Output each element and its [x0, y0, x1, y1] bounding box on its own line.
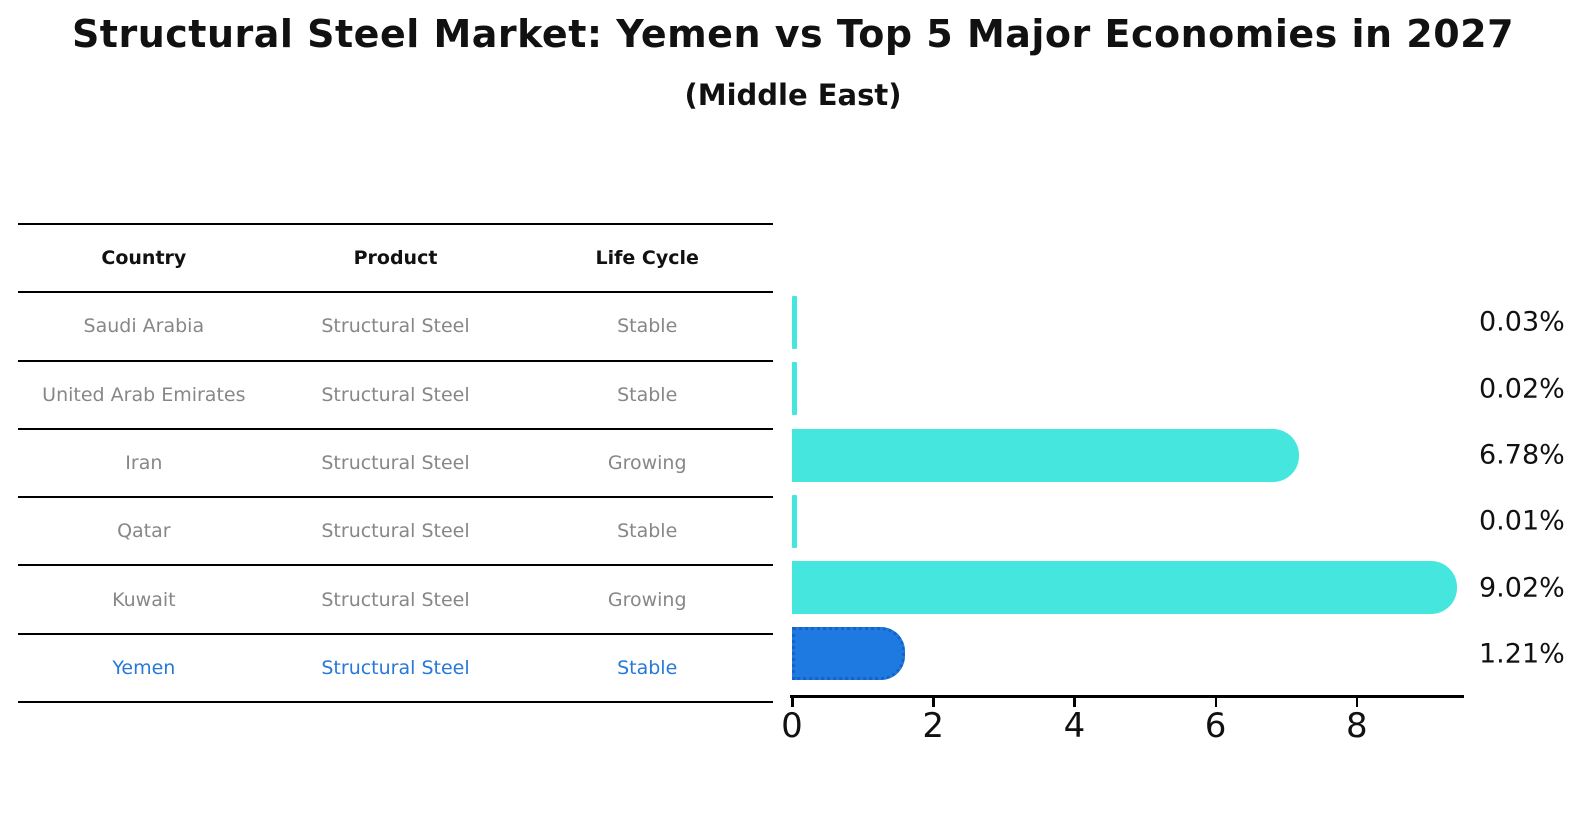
value-label: 0.02%	[1479, 373, 1565, 405]
table-cell-life-cycle: Stable	[617, 383, 678, 406]
value-label: 0.03%	[1479, 306, 1565, 338]
data-table: Country Product Life Cycle Saudi Arabia Stru…	[18, 223, 773, 704]
table-cell-country: Iran	[125, 452, 163, 475]
table-cell-life-cycle: Growing	[607, 452, 687, 475]
table-row: Kuwait Structural Steel Growing	[18, 566, 773, 635]
x-axis-tick-label: 4	[1063, 706, 1086, 746]
table-header-cell-country: Country	[101, 247, 187, 270]
x-axis-tick	[791, 698, 794, 707]
table-cell-country: United Arab Emirates	[42, 383, 246, 406]
bar-saudi-arabia	[792, 295, 797, 349]
table-cell-product: Structural Steel	[321, 588, 470, 611]
x-axis-line	[790, 695, 1464, 698]
table-cell-country: Qatar	[117, 520, 171, 543]
table-row: Iran Structural Steel Growing	[18, 430, 773, 499]
table-cell-product: Structural Steel	[321, 383, 470, 406]
table-header-row: Country Product Life Cycle	[18, 223, 773, 294]
x-axis-tick	[932, 698, 935, 707]
x-axis-tick-label: 2	[922, 706, 945, 746]
table-cell-country: Yemen	[112, 656, 176, 679]
value-label: 0.01%	[1479, 505, 1565, 537]
table-cell-life-cycle: Stable	[617, 656, 678, 679]
x-axis-tick	[1214, 698, 1218, 707]
table-cell-country: Saudi Arabia	[83, 315, 205, 338]
chart-subtitle: (Middle East)	[684, 78, 902, 112]
x-axis-tick-label: 8	[1345, 706, 1368, 746]
bar-kuwait	[792, 561, 1457, 615]
value-label: 9.02%	[1479, 572, 1565, 604]
x-axis-tick-label: 0	[781, 706, 803, 746]
table-cell-life-cycle: Stable	[617, 315, 678, 338]
table-header-cell-product: Product	[353, 247, 438, 270]
bar-united-arab-emirates	[792, 362, 797, 416]
table-cell-product: Structural Steel	[321, 315, 470, 338]
table-cell-product: Structural Steel	[321, 520, 470, 543]
table-cell-life-cycle: Stable	[617, 520, 678, 543]
table-cell-life-cycle: Growing	[607, 588, 687, 611]
table-cell-product: Structural Steel	[321, 656, 470, 679]
bar-iran	[792, 428, 1299, 482]
table-row: Saudi Arabia Structural Steel Stable	[18, 293, 773, 362]
bar-yemen	[792, 627, 905, 681]
table-header-cell-life-cycle: Life Cycle	[595, 247, 699, 270]
table-row: Qatar Structural Steel Stable	[18, 498, 773, 567]
x-axis-tick	[1355, 698, 1359, 707]
value-label: 1.21%	[1479, 638, 1565, 670]
table-row: United Arab Emirates Structural Steel Stab…	[18, 362, 773, 430]
value-label: 6.78%	[1479, 439, 1565, 471]
table-row: Yemen Structural Steel Stable	[18, 635, 773, 704]
x-axis-tick-label: 6	[1204, 706, 1227, 746]
chart-title: Structural Steel Market: Yemen vs Top 5 …	[71, 12, 1515, 56]
x-axis-tick	[1073, 698, 1076, 707]
bar-qatar	[792, 494, 797, 548]
table-cell-country: Kuwait	[112, 588, 176, 611]
table-cell-product: Structural Steel	[321, 452, 470, 475]
